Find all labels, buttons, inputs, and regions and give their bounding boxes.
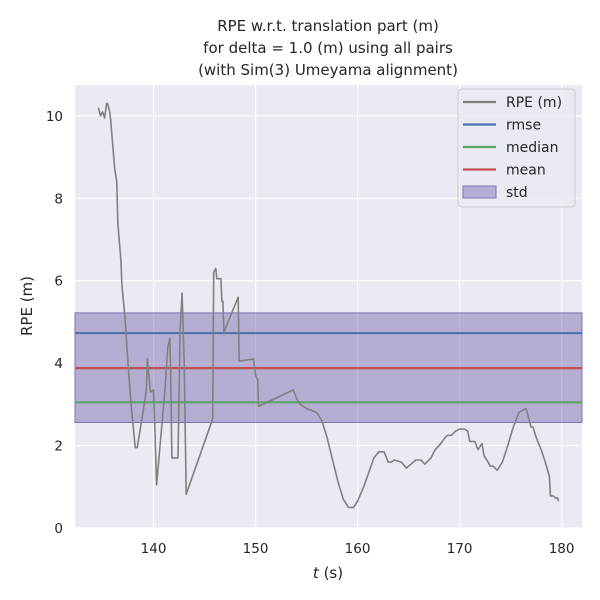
- legend: RPE (m) rmse median mean std: [457, 88, 576, 208]
- legend-label: rmse: [506, 118, 541, 134]
- series-layer: [97, 102, 560, 509]
- x-tick-label: 180: [549, 541, 575, 557]
- legend-box: [457, 88, 576, 208]
- x-tick-labels: 140 150 160 170 180: [141, 541, 575, 557]
- y-axis-label: RPE (m): [18, 276, 36, 336]
- x-tick-label: 160: [345, 541, 371, 557]
- chart-title: RPE w.r.t. translation part (m) for delt…: [198, 17, 458, 79]
- x-axis-label-var: t: [313, 564, 320, 582]
- y-tick-label: 0: [54, 521, 63, 537]
- legend-swatch-std: [462, 185, 497, 199]
- y-tick-label: 2: [54, 439, 63, 455]
- title-line-2: for delta = 1.0 (m) using all pairs: [203, 39, 453, 57]
- y-tick-labels: 0 2 4 6 8 10: [46, 109, 63, 537]
- x-tick-label: 140: [141, 541, 167, 557]
- x-axis-label: t (s): [313, 564, 343, 582]
- title-line-1: RPE w.r.t. translation part (m): [217, 17, 439, 35]
- x-tick-label: 150: [243, 541, 269, 557]
- y-tick-label: 4: [54, 356, 63, 372]
- y-tick-label: 6: [54, 274, 63, 290]
- legend-label: std: [506, 185, 528, 201]
- y-tick-label: 8: [54, 191, 63, 207]
- x-tick-label: 170: [447, 541, 473, 557]
- y-tick-label: 10: [46, 109, 63, 125]
- x-axis-label-unit: (s): [324, 564, 344, 582]
- legend-label: mean: [506, 163, 546, 179]
- rpe-series-line: [97, 102, 560, 509]
- legend-label: median: [506, 140, 558, 156]
- legend-label: RPE (m): [506, 95, 562, 111]
- stat-lines: [75, 331, 582, 404]
- title-line-3: (with Sim(3) Umeyama alignment): [198, 61, 458, 79]
